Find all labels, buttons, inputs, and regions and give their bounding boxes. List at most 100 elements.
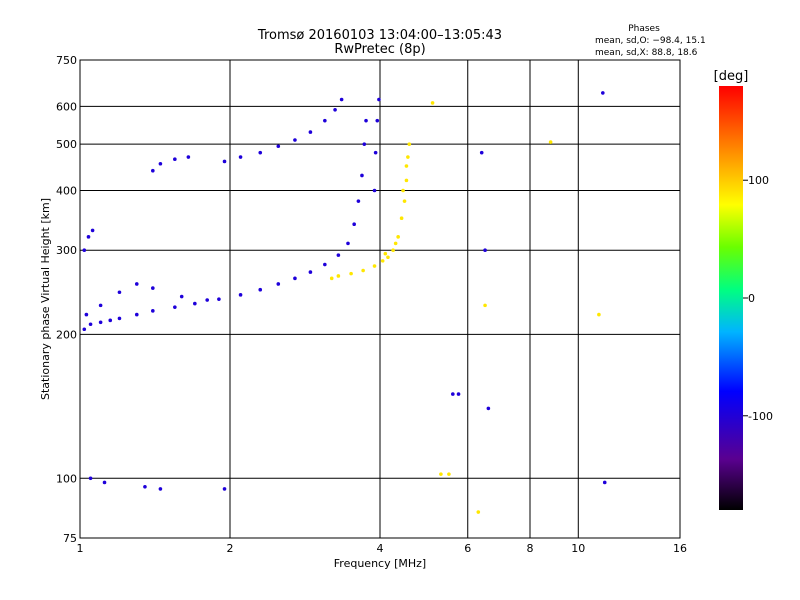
y-tick-label: 400 bbox=[56, 184, 77, 197]
data-point-o bbox=[82, 248, 87, 253]
data-point-x bbox=[380, 259, 385, 263]
data-point-x bbox=[406, 155, 410, 159]
x-axis-label: Frequency [MHz] bbox=[334, 557, 426, 570]
data-point-o bbox=[276, 144, 281, 149]
data-point-o bbox=[293, 138, 297, 142]
data-point-o bbox=[308, 130, 313, 134]
chart-subtitle: RwPretec (8p) bbox=[334, 42, 425, 57]
phases-mean-o: mean, sd,O: −98.4, 15.1 bbox=[595, 36, 706, 46]
colorbar-label: [deg] bbox=[714, 69, 749, 84]
data-point-x bbox=[399, 216, 404, 221]
data-point-o bbox=[336, 253, 341, 257]
data-point-o bbox=[483, 248, 487, 253]
y-tick-label: 600 bbox=[56, 100, 77, 113]
data-point-o bbox=[134, 282, 139, 286]
data-point-o bbox=[238, 293, 243, 297]
colorbar-tick-label: 0 bbox=[748, 292, 755, 305]
data-point-o bbox=[143, 484, 147, 489]
data-point-x bbox=[430, 101, 435, 105]
data-point-o bbox=[364, 118, 368, 123]
data-point-x bbox=[597, 312, 601, 317]
data-point-x bbox=[396, 235, 400, 239]
data-point-x bbox=[372, 264, 377, 268]
data-point-o bbox=[360, 173, 364, 178]
data-point-o bbox=[98, 303, 103, 308]
colorbar-gradient bbox=[719, 86, 743, 510]
data-point-o bbox=[222, 159, 227, 164]
data-point-o bbox=[173, 305, 177, 309]
data-point-o bbox=[98, 320, 103, 325]
data-point-o bbox=[346, 241, 350, 246]
data-point-o bbox=[308, 270, 313, 274]
data-point-o bbox=[86, 235, 91, 239]
y-tick-label: 750 bbox=[56, 54, 77, 67]
colorbar-ticks: 100 0 -100 bbox=[743, 174, 773, 423]
data-point-o bbox=[186, 155, 191, 159]
data-point-o bbox=[102, 480, 107, 485]
data-point-o bbox=[258, 150, 263, 155]
data-point-x bbox=[439, 472, 443, 476]
data-point-o bbox=[479, 150, 484, 155]
data-point-o bbox=[451, 392, 455, 396]
colorbar-tick-label: -100 bbox=[748, 410, 773, 423]
data-point-x bbox=[483, 303, 487, 308]
x-tick-label: 10 bbox=[571, 542, 585, 555]
data-point-o bbox=[222, 487, 227, 491]
x-tick-label: 2 bbox=[227, 542, 234, 555]
data-point-o bbox=[323, 262, 327, 267]
data-point-o bbox=[151, 168, 155, 173]
data-point-o bbox=[352, 222, 356, 227]
y-axis-label: Stationary phase Virtual Height [km] bbox=[39, 198, 52, 400]
data-point-o bbox=[375, 118, 380, 123]
data-point-o bbox=[151, 309, 155, 313]
data-point-o bbox=[117, 316, 122, 321]
data-point-o bbox=[377, 97, 381, 102]
x-tick-label: 16 bbox=[673, 542, 687, 555]
data-point-o bbox=[84, 312, 89, 317]
phases-heading: Phases bbox=[628, 24, 660, 34]
data-point-o bbox=[117, 290, 122, 295]
data-point-o bbox=[258, 287, 263, 292]
chart-title: Tromsø 20160103 13:04:00–13:05:43 bbox=[257, 28, 502, 43]
data-point-x bbox=[393, 241, 398, 246]
data-point-x bbox=[361, 268, 365, 273]
colorbar: [deg] 100 0 -100 bbox=[714, 69, 773, 510]
data-point-o bbox=[90, 228, 95, 233]
plot-area bbox=[79, 59, 681, 539]
data-point-o bbox=[193, 301, 197, 306]
y-tick-label: 100 bbox=[56, 472, 77, 485]
data-point-x bbox=[548, 140, 553, 144]
data-point-x bbox=[329, 276, 334, 281]
data-point-o bbox=[158, 487, 163, 491]
data-point-x bbox=[407, 142, 412, 146]
colorbar-tick-label: 100 bbox=[748, 174, 769, 187]
data-point-o bbox=[293, 276, 297, 281]
x-tick-label: 8 bbox=[527, 542, 534, 555]
data-point-x bbox=[404, 164, 409, 168]
data-point-o bbox=[179, 294, 184, 299]
data-point-o bbox=[356, 199, 361, 203]
data-point-o bbox=[82, 327, 87, 332]
data-point-o bbox=[323, 118, 327, 123]
data-point-x bbox=[349, 271, 353, 276]
grid bbox=[80, 60, 680, 538]
data-point-x bbox=[401, 188, 405, 193]
data-point-o bbox=[486, 406, 491, 411]
data-point-o bbox=[339, 97, 344, 102]
y-tick-labels: 75 100 200 300 400 500 600 750 bbox=[56, 54, 77, 545]
data-point-o bbox=[108, 318, 113, 323]
data-point-x bbox=[402, 199, 407, 203]
data-point-o bbox=[88, 476, 93, 481]
y-tick-label: 75 bbox=[63, 532, 77, 545]
data-point-o bbox=[362, 142, 367, 146]
data-point-x bbox=[391, 248, 395, 253]
data-point-o bbox=[456, 392, 461, 396]
data-point-o bbox=[333, 108, 337, 112]
data-point-o bbox=[238, 155, 243, 159]
y-tick-label: 200 bbox=[56, 328, 77, 341]
data-point-o bbox=[134, 312, 139, 317]
phases-mean-x: mean, sd,X: 88.8, 18.6 bbox=[595, 48, 698, 58]
data-point-x bbox=[447, 472, 451, 476]
data-point-o bbox=[173, 157, 177, 162]
data-point-o bbox=[217, 297, 221, 301]
